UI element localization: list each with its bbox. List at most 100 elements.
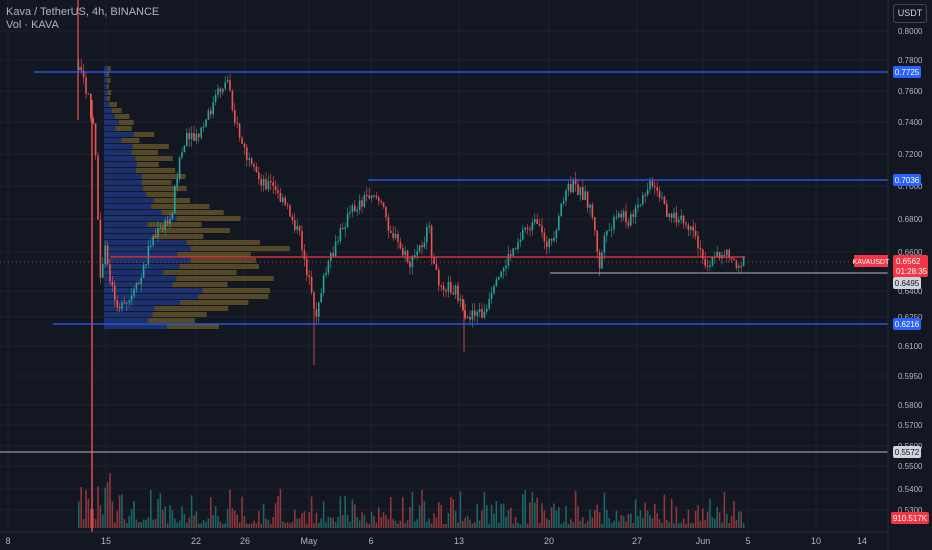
candle-body bbox=[166, 220, 169, 224]
candle-body bbox=[138, 282, 140, 285]
time-tick-label: 27 bbox=[632, 536, 642, 546]
volume-bar bbox=[346, 515, 349, 528]
candle-body bbox=[536, 219, 538, 225]
candle-body bbox=[435, 264, 438, 270]
candle-body bbox=[114, 285, 116, 301]
volume-bar bbox=[570, 519, 572, 528]
volume-bar bbox=[565, 505, 567, 528]
volume-bar bbox=[454, 510, 457, 528]
volume-profile-up-bar bbox=[104, 186, 143, 191]
candle-body bbox=[666, 203, 668, 217]
candle-body bbox=[546, 241, 548, 248]
volume-bar bbox=[606, 510, 608, 528]
candle-body bbox=[205, 119, 207, 127]
volume-profile-down-bar bbox=[141, 180, 172, 185]
volume-profile-down-bar bbox=[135, 156, 173, 161]
candle-body bbox=[169, 219, 171, 224]
volume-profile-up-bar bbox=[104, 234, 152, 239]
candle-body bbox=[392, 232, 394, 238]
candle-body bbox=[709, 265, 711, 267]
candle-body bbox=[663, 197, 666, 204]
candle-body bbox=[687, 224, 690, 230]
volume-profile-up-bar bbox=[104, 156, 136, 161]
candle-body bbox=[728, 249, 730, 258]
price-tick-label: 0.7000 bbox=[898, 182, 923, 191]
volume-bar bbox=[740, 511, 742, 528]
volume-bar bbox=[214, 506, 217, 528]
volume-bar bbox=[543, 510, 546, 528]
time-tick-label: 5 bbox=[745, 536, 750, 546]
volume-bar bbox=[270, 523, 272, 528]
volume-bar bbox=[414, 521, 416, 528]
volume-bar bbox=[536, 497, 538, 528]
candle-body bbox=[397, 234, 399, 243]
volume-bar bbox=[464, 517, 466, 528]
volume-bar bbox=[596, 504, 598, 528]
volume-bar bbox=[397, 523, 399, 528]
volume-bar bbox=[368, 523, 370, 528]
candle-body bbox=[188, 133, 190, 140]
candle-body bbox=[390, 230, 392, 233]
candle-body bbox=[258, 172, 260, 179]
candle-body bbox=[656, 187, 658, 191]
volume-bar bbox=[222, 523, 224, 528]
volume-bar bbox=[452, 499, 454, 528]
candle-body bbox=[625, 211, 627, 223]
volume-legend[interactable]: Vol · KAVA bbox=[6, 19, 59, 31]
volume-bar bbox=[322, 501, 325, 528]
volume-bar bbox=[303, 511, 306, 528]
volume-bar bbox=[670, 498, 673, 528]
candle-body bbox=[483, 311, 486, 318]
volume-profile-up-bar bbox=[104, 102, 110, 107]
volume-bar bbox=[469, 519, 471, 528]
candle-body bbox=[690, 226, 692, 230]
candle-body bbox=[342, 228, 344, 230]
volume-bar bbox=[313, 523, 315, 528]
volume-bar bbox=[298, 518, 301, 528]
time-axis[interactable]: 8 15 22 26 May 6 13 20 27 Jun 5 10 14 bbox=[0, 531, 888, 546]
candle-body bbox=[332, 253, 334, 257]
volume-bar bbox=[668, 521, 670, 528]
volume-bar bbox=[253, 520, 255, 528]
volume-bar bbox=[613, 520, 615, 528]
volume-bar bbox=[181, 506, 183, 528]
candle-body bbox=[462, 298, 464, 311]
candle-body bbox=[150, 245, 152, 247]
volume-profile-up-bar bbox=[104, 174, 142, 179]
price-axis[interactable]: 0.8000 0.7800 0.7600 0.7400 0.7200 0.7000 0.68… bbox=[887, 0, 923, 550]
volume-profile-up-bar bbox=[104, 120, 119, 125]
volume-bar bbox=[169, 505, 171, 528]
volume-bar bbox=[90, 508, 92, 528]
candle-body bbox=[601, 252, 603, 269]
candle-body bbox=[699, 247, 702, 250]
volume-bar bbox=[680, 522, 682, 528]
volume-bar bbox=[198, 523, 200, 528]
volume-bar bbox=[308, 512, 310, 528]
volume-bar bbox=[522, 494, 524, 528]
volume-bar bbox=[140, 522, 142, 528]
candle-body bbox=[250, 158, 253, 165]
price-tick-label: 0.5700 bbox=[898, 421, 923, 430]
candle-body bbox=[90, 94, 92, 119]
volume-bar bbox=[82, 519, 85, 528]
volume-bar bbox=[318, 523, 320, 528]
volume-bar bbox=[212, 515, 214, 528]
candle-body bbox=[548, 238, 550, 248]
candle-body bbox=[296, 226, 298, 230]
candle-body bbox=[109, 264, 111, 282]
candle-body bbox=[82, 70, 85, 78]
volume-profile-down-bar bbox=[107, 90, 112, 95]
candle-body bbox=[262, 178, 265, 186]
currency-button[interactable]: USDT bbox=[893, 4, 927, 23]
candle-body bbox=[450, 281, 452, 293]
candle-body bbox=[658, 190, 661, 198]
volume-bar bbox=[678, 523, 680, 528]
volume-profile-down-bar bbox=[151, 234, 204, 239]
candle-body bbox=[248, 158, 250, 160]
volume-bar bbox=[260, 523, 262, 528]
candle-body bbox=[164, 220, 166, 230]
symbol-title[interactable]: Kava / TetherUS, 4h, BINANCE bbox=[6, 6, 160, 18]
volume-bar bbox=[692, 523, 694, 528]
volume-profile-up-bar bbox=[104, 258, 191, 263]
